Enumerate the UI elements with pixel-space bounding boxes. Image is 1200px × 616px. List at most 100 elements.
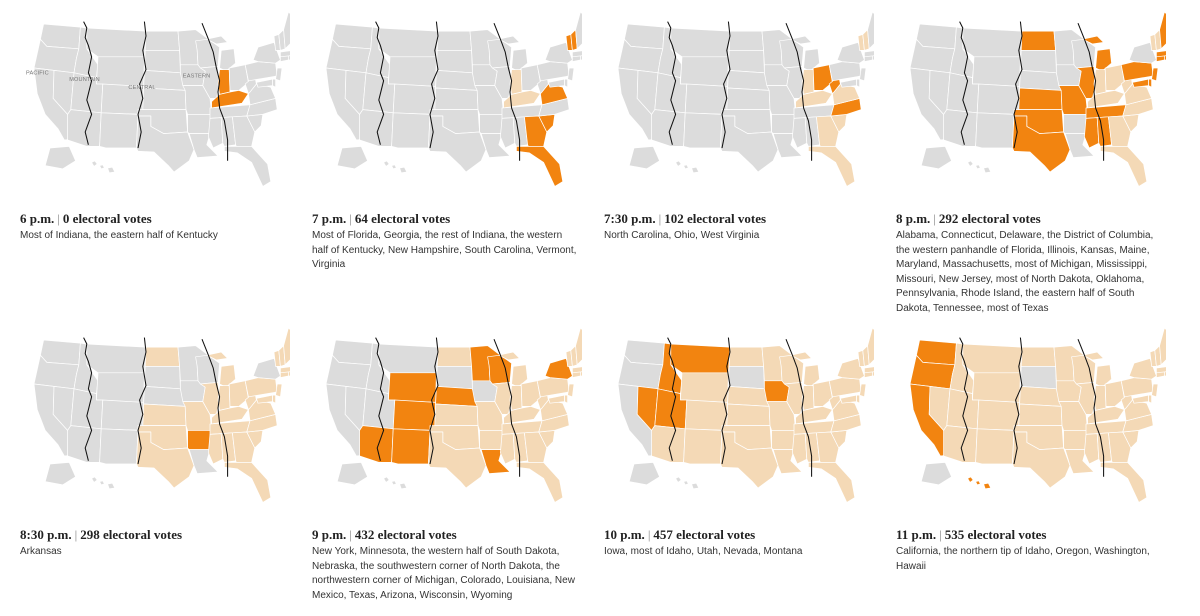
state-mt (962, 27, 1023, 58)
state-tx (720, 115, 779, 173)
time-zone-boundary (83, 21, 93, 145)
time-zone-boundary (375, 21, 385, 145)
state-fl (224, 146, 272, 187)
time-zone-boundary (959, 21, 969, 145)
state-sd (1020, 50, 1057, 74)
state-pa (536, 61, 570, 82)
state-wy (96, 56, 145, 87)
time-zone-boundary (137, 337, 147, 465)
panel-9pm: 9 p.m. | 432 electoral votes New York, Min… (292, 316, 582, 616)
time-zone-boundary (667, 337, 677, 461)
time-zone-boundary (785, 339, 813, 477)
state-ri (1164, 54, 1166, 61)
state-md (1132, 78, 1149, 88)
state-tx (720, 431, 779, 489)
state-ma (864, 50, 874, 58)
state-ks (1018, 403, 1063, 426)
time-zone-boundary (429, 337, 439, 465)
state-ne (727, 70, 770, 91)
state-tx (428, 115, 487, 173)
state-sd (1020, 366, 1057, 390)
time-zone-boundary (959, 337, 969, 461)
state-hi (91, 476, 116, 490)
state-ar (187, 114, 212, 134)
state-hi (967, 160, 992, 174)
state-az (67, 425, 102, 463)
state-ar (479, 114, 504, 134)
state-il (492, 382, 512, 415)
state-wa (40, 23, 81, 50)
panel-6pm: PACIFIC MOUNTAIN CENTRAL EASTERN 6 p.m. | 0 e… (0, 0, 290, 300)
separator: | (349, 211, 352, 226)
state-ms (208, 117, 224, 149)
state-ri (288, 370, 290, 377)
state-md (256, 78, 273, 88)
state-wa (916, 339, 957, 366)
state-hi (675, 160, 700, 174)
state-mt (86, 343, 147, 374)
close-time: 8 p.m. (896, 211, 931, 226)
time-zone-boundary (721, 337, 731, 465)
state-oh (812, 64, 833, 91)
state-ms (500, 117, 516, 149)
state-de (272, 394, 276, 404)
state-nd (144, 346, 180, 367)
state-ks (142, 87, 187, 110)
state-ks (726, 87, 771, 110)
close-time: 8:30 p.m. (20, 527, 72, 542)
electoral-vote-unit: electoral votes (371, 211, 451, 226)
state-ri (872, 54, 874, 61)
state-de (856, 394, 860, 404)
state-oh (520, 380, 541, 407)
state-oh (520, 64, 541, 91)
electoral-vote-count: 535 (944, 527, 965, 542)
state-ar (771, 430, 796, 450)
state-wa (624, 23, 665, 50)
state-ak (920, 462, 952, 486)
separator: | (939, 527, 942, 542)
state-ak (628, 462, 660, 486)
state-ms (500, 433, 516, 465)
state-mt (86, 27, 147, 58)
state-de (1148, 394, 1152, 404)
states-closing-description: Most of Florida, Georgia, the rest of In… (312, 230, 577, 270)
time-zone-boundary (785, 23, 813, 161)
state-sd (144, 366, 181, 390)
state-oh (1104, 380, 1125, 407)
state-nd (728, 346, 764, 367)
state-wy (96, 372, 145, 403)
electoral-vote-count: 432 (354, 527, 375, 542)
state-mt (378, 27, 439, 58)
state-ks (726, 403, 771, 426)
state-me (283, 11, 290, 50)
state-ma (864, 366, 874, 374)
state-wy (680, 372, 729, 403)
state-il (492, 66, 512, 99)
state-az (651, 425, 686, 463)
state-nd (144, 30, 180, 51)
state-ar (187, 430, 212, 450)
state-az (67, 109, 102, 147)
state-ri (872, 370, 874, 377)
state-ne (1019, 386, 1062, 407)
states-closing-description: Arkansas (20, 546, 62, 557)
separator: | (658, 211, 662, 226)
state-nj (567, 67, 575, 82)
us-map (33, 327, 290, 503)
state-fl (808, 146, 856, 187)
panel-headline: 7 p.m. | 64 electoral votes (312, 211, 580, 227)
state-oh (812, 380, 833, 407)
state-ar (1063, 430, 1088, 450)
time-zone-boundary (1077, 23, 1105, 161)
panel-caption: 8 p.m. | 292 electoral votes Alabama, Conn… (896, 211, 1164, 316)
separator: | (74, 527, 78, 542)
state-az (651, 109, 686, 147)
state-ma (1156, 50, 1166, 58)
states-closing-description: California, the northern tip of Idaho, O… (896, 546, 1150, 572)
state-me (575, 11, 582, 50)
state-mt (962, 343, 1023, 374)
panel-caption: 9 p.m. | 432 electoral votes New York, Min… (312, 527, 580, 603)
state-ma (280, 50, 290, 58)
state-wa (624, 339, 665, 366)
state-nd (436, 346, 472, 367)
